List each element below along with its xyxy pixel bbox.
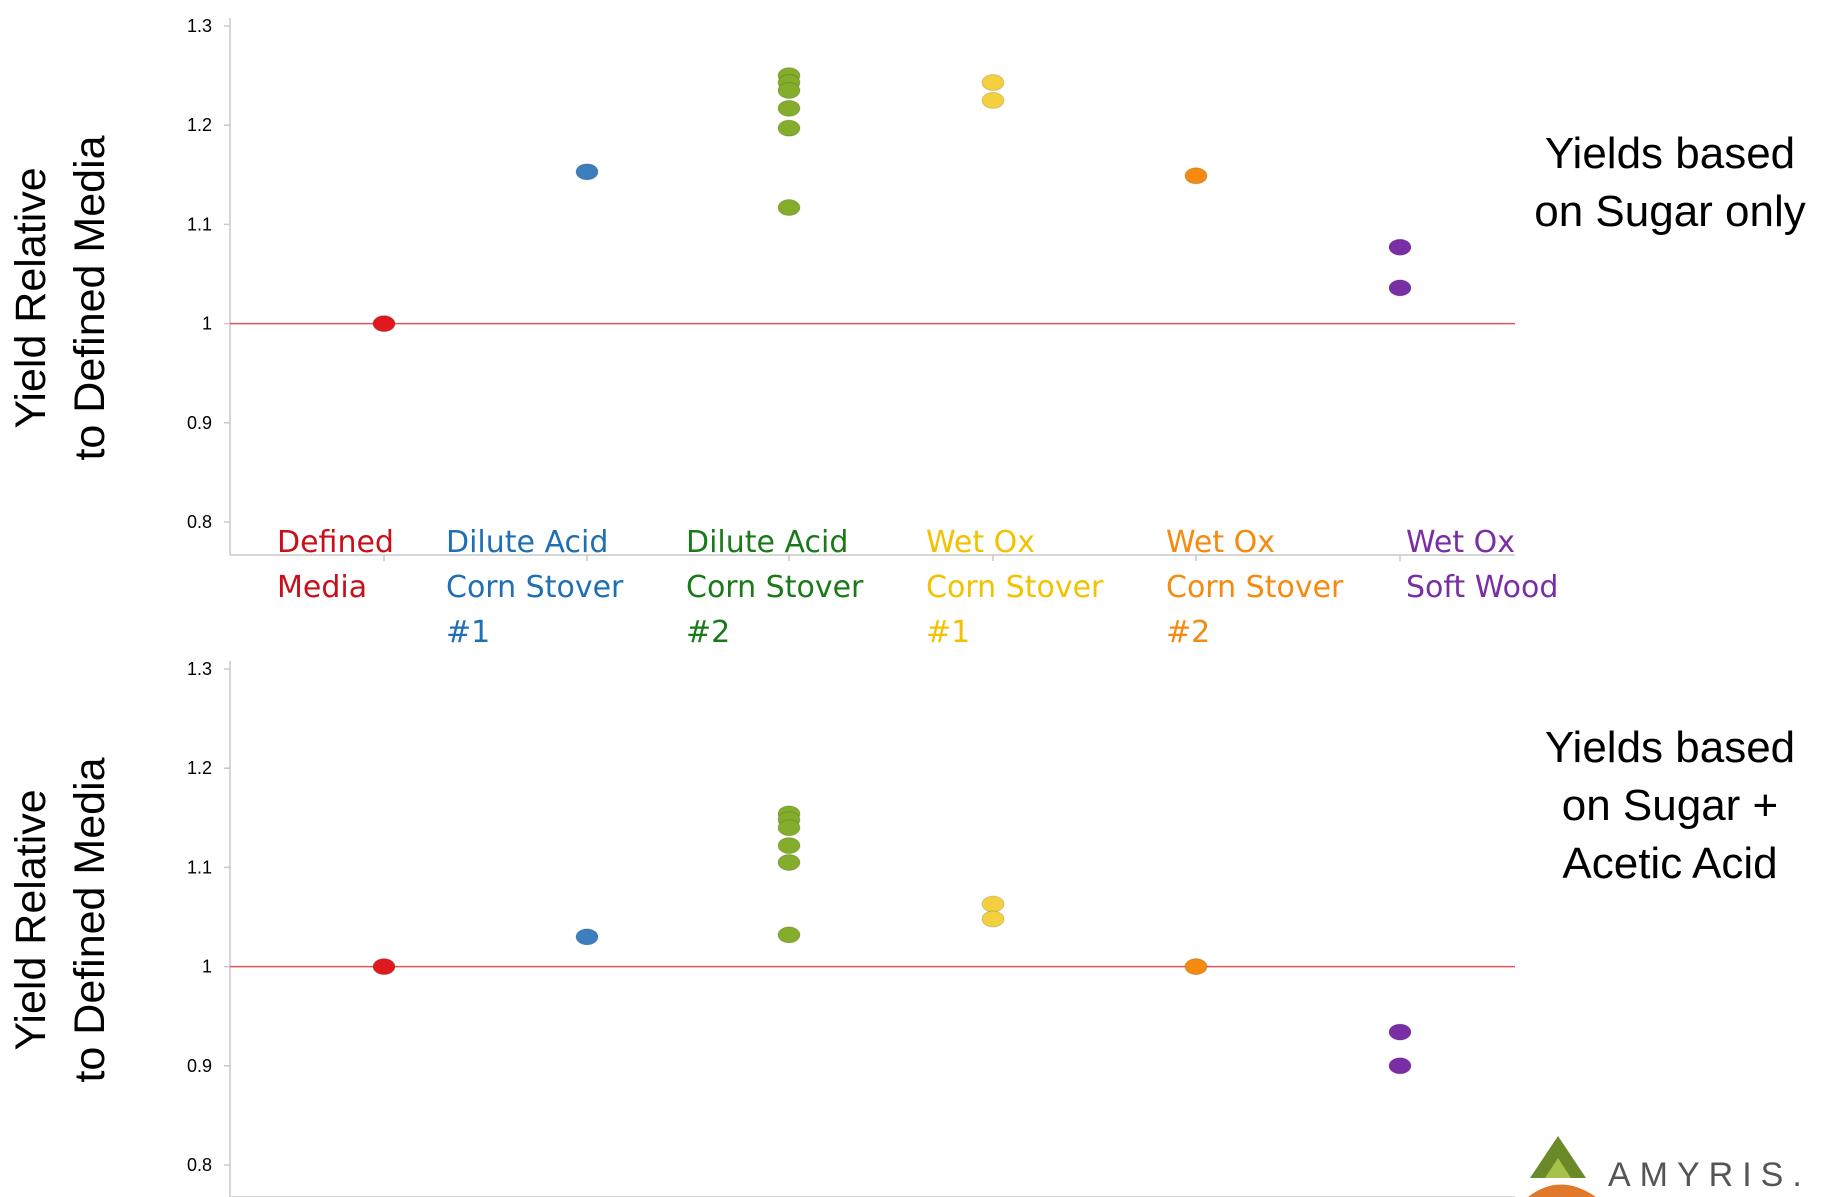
data-point (981, 910, 1005, 928)
data-point (1388, 1023, 1412, 1041)
y-tick-label: 0.8 (187, 512, 212, 532)
category-label-line: #2 (686, 615, 730, 650)
chart-top-panel: 0.8 0.9 1 1.1 1.2 1.3 Yield Relative to Defined… (7, 16, 1806, 561)
data-point (575, 928, 599, 946)
y-tick-label: 0.9 (187, 1056, 212, 1076)
data-point (1388, 1057, 1412, 1075)
category-label-line: Dilute Acid (686, 525, 848, 560)
y-tick-label: 1.2 (187, 115, 212, 135)
data-point (1388, 279, 1412, 297)
category-label-line: Wet Ox (1406, 525, 1515, 560)
y-tick-label: 1.3 (187, 16, 212, 36)
y-tick-label: 1 (202, 957, 212, 977)
panel-annotation-line: on Sugar + (1562, 781, 1779, 830)
data-point (981, 895, 1005, 913)
data-point (777, 199, 801, 217)
category-label-line: Media (277, 570, 367, 605)
category-label-line: Soft Wood (1406, 570, 1558, 605)
category-label-line: Corn Stover (926, 570, 1104, 605)
y-axis-label-line: to Defined Media (66, 135, 114, 460)
category-label-line: Corn Stover (686, 570, 864, 605)
panel-annotation-line: on Sugar only (1534, 187, 1806, 236)
chart-bottom-panel: 0.8 0.9 1 1.1 1.2 1.3 Yield Relative to Defined… (7, 659, 1795, 1197)
data-point (777, 819, 801, 837)
panel-annotation-line: Yields based (1545, 723, 1795, 772)
category-label-line: #1 (926, 615, 970, 650)
category-label-line: Defined (277, 525, 394, 560)
y-axis-label-line: to Defined Media (66, 757, 114, 1082)
category-labels: Defined Media Dilute Acid Corn Stover #1 Dilu… (277, 525, 1558, 650)
category-label-line: Corn Stover (1166, 570, 1344, 605)
data-point (372, 958, 396, 976)
y-axis-label-line: Yield Relative (7, 167, 55, 428)
data-point (1184, 167, 1208, 185)
y-tick-label: 1.1 (187, 214, 212, 234)
category-label-line: Dilute Acid (446, 525, 608, 560)
data-point (981, 74, 1005, 92)
y-tick-label: 0.8 (187, 1155, 212, 1175)
y-tick-label: 1 (202, 314, 212, 334)
panel-annotation-line: Yields based (1545, 129, 1795, 178)
data-point (777, 119, 801, 137)
y-axis-label-line: Yield Relative (7, 789, 55, 1050)
category-label-line: Wet Ox (1166, 525, 1275, 560)
y-tick-label: 1.1 (187, 857, 212, 877)
data-point (777, 99, 801, 117)
data-point (777, 853, 801, 871)
category-label-line: #1 (446, 615, 490, 650)
data-point (372, 315, 396, 333)
data-point (575, 163, 599, 181)
y-tick-label: 1.3 (187, 659, 212, 679)
category-label-line: Wet Ox (926, 525, 1035, 560)
data-point (981, 91, 1005, 109)
y-tick-label: 0.9 (187, 413, 212, 433)
y-tick-label: 1.2 (187, 758, 212, 778)
amyris-logo: AMYRIS. (1528, 1136, 1811, 1197)
category-label-line: Corn Stover (446, 570, 624, 605)
data-point (1184, 958, 1208, 976)
panel-annotation-line: Acetic Acid (1562, 839, 1777, 888)
amyris-logo-text: AMYRIS. (1608, 1156, 1811, 1194)
data-point (1388, 238, 1412, 256)
data-point (777, 837, 801, 855)
data-point (777, 81, 801, 99)
data-point (777, 926, 801, 944)
amyris-logo-icon (1528, 1136, 1596, 1197)
category-label-line: #2 (1166, 615, 1210, 650)
